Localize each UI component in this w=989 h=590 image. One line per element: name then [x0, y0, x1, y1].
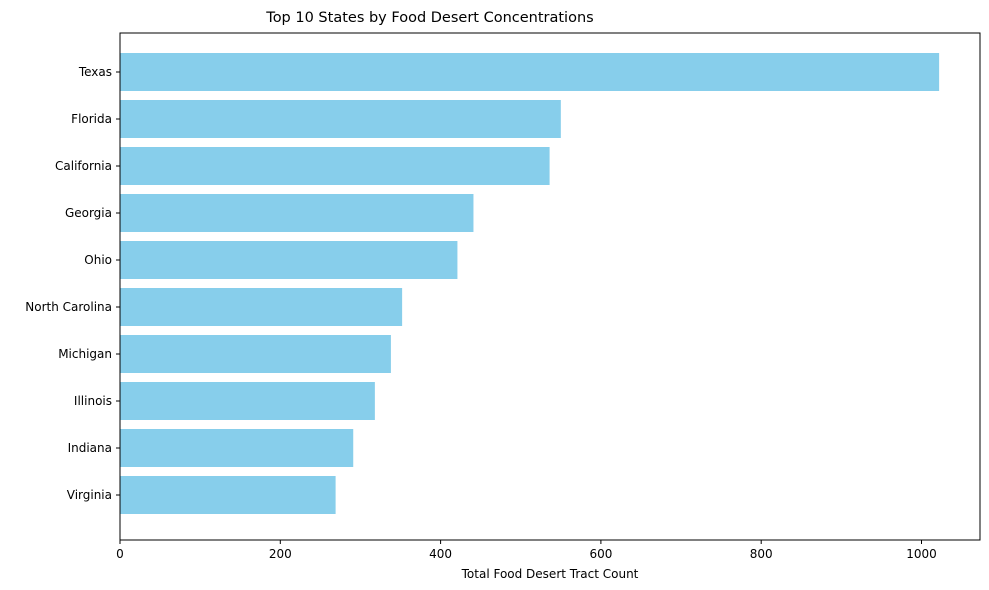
- x-axis-label: Total Food Desert Tract Count: [461, 567, 639, 581]
- bar-texas: [120, 53, 940, 91]
- axes-frame: [119, 32, 981, 541]
- bar-indiana: [120, 429, 354, 467]
- y-tick-label: Florida: [71, 112, 112, 126]
- bar-georgia: [120, 194, 474, 232]
- x-tick-label: 1000: [906, 547, 937, 561]
- x-tick-label: 800: [750, 547, 773, 561]
- y-tick-label: Indiana: [68, 441, 112, 455]
- y-tick-label: Georgia: [65, 206, 112, 220]
- y-tick-label: Illinois: [74, 394, 112, 408]
- y-tick-label: Virginia: [67, 488, 112, 502]
- y-tick-label: Michigan: [58, 347, 112, 361]
- bar-michigan: [120, 335, 391, 373]
- chart-title: Top 10 States by Food Desert Concentrati…: [265, 10, 593, 26]
- x-tick-label: 400: [429, 547, 452, 561]
- bar-california: [120, 147, 550, 185]
- bar-florida: [120, 100, 561, 138]
- plot-area: Texas Florida California Georgia Ohio North C…: [25, 32, 981, 561]
- x-tick-label: 200: [269, 547, 292, 561]
- x-tick-label: 0: [116, 547, 124, 561]
- x-tick-label: 600: [589, 547, 612, 561]
- y-tick-label: California: [55, 159, 112, 173]
- bar-illinois: [120, 382, 375, 420]
- bar-virginia: [120, 476, 336, 514]
- y-tick-label: Ohio: [84, 253, 112, 267]
- bar-ohio: [120, 241, 458, 279]
- bar-north-carolina: [120, 288, 403, 326]
- y-tick-label: North Carolina: [25, 300, 112, 314]
- y-tick-label: Texas: [78, 65, 112, 79]
